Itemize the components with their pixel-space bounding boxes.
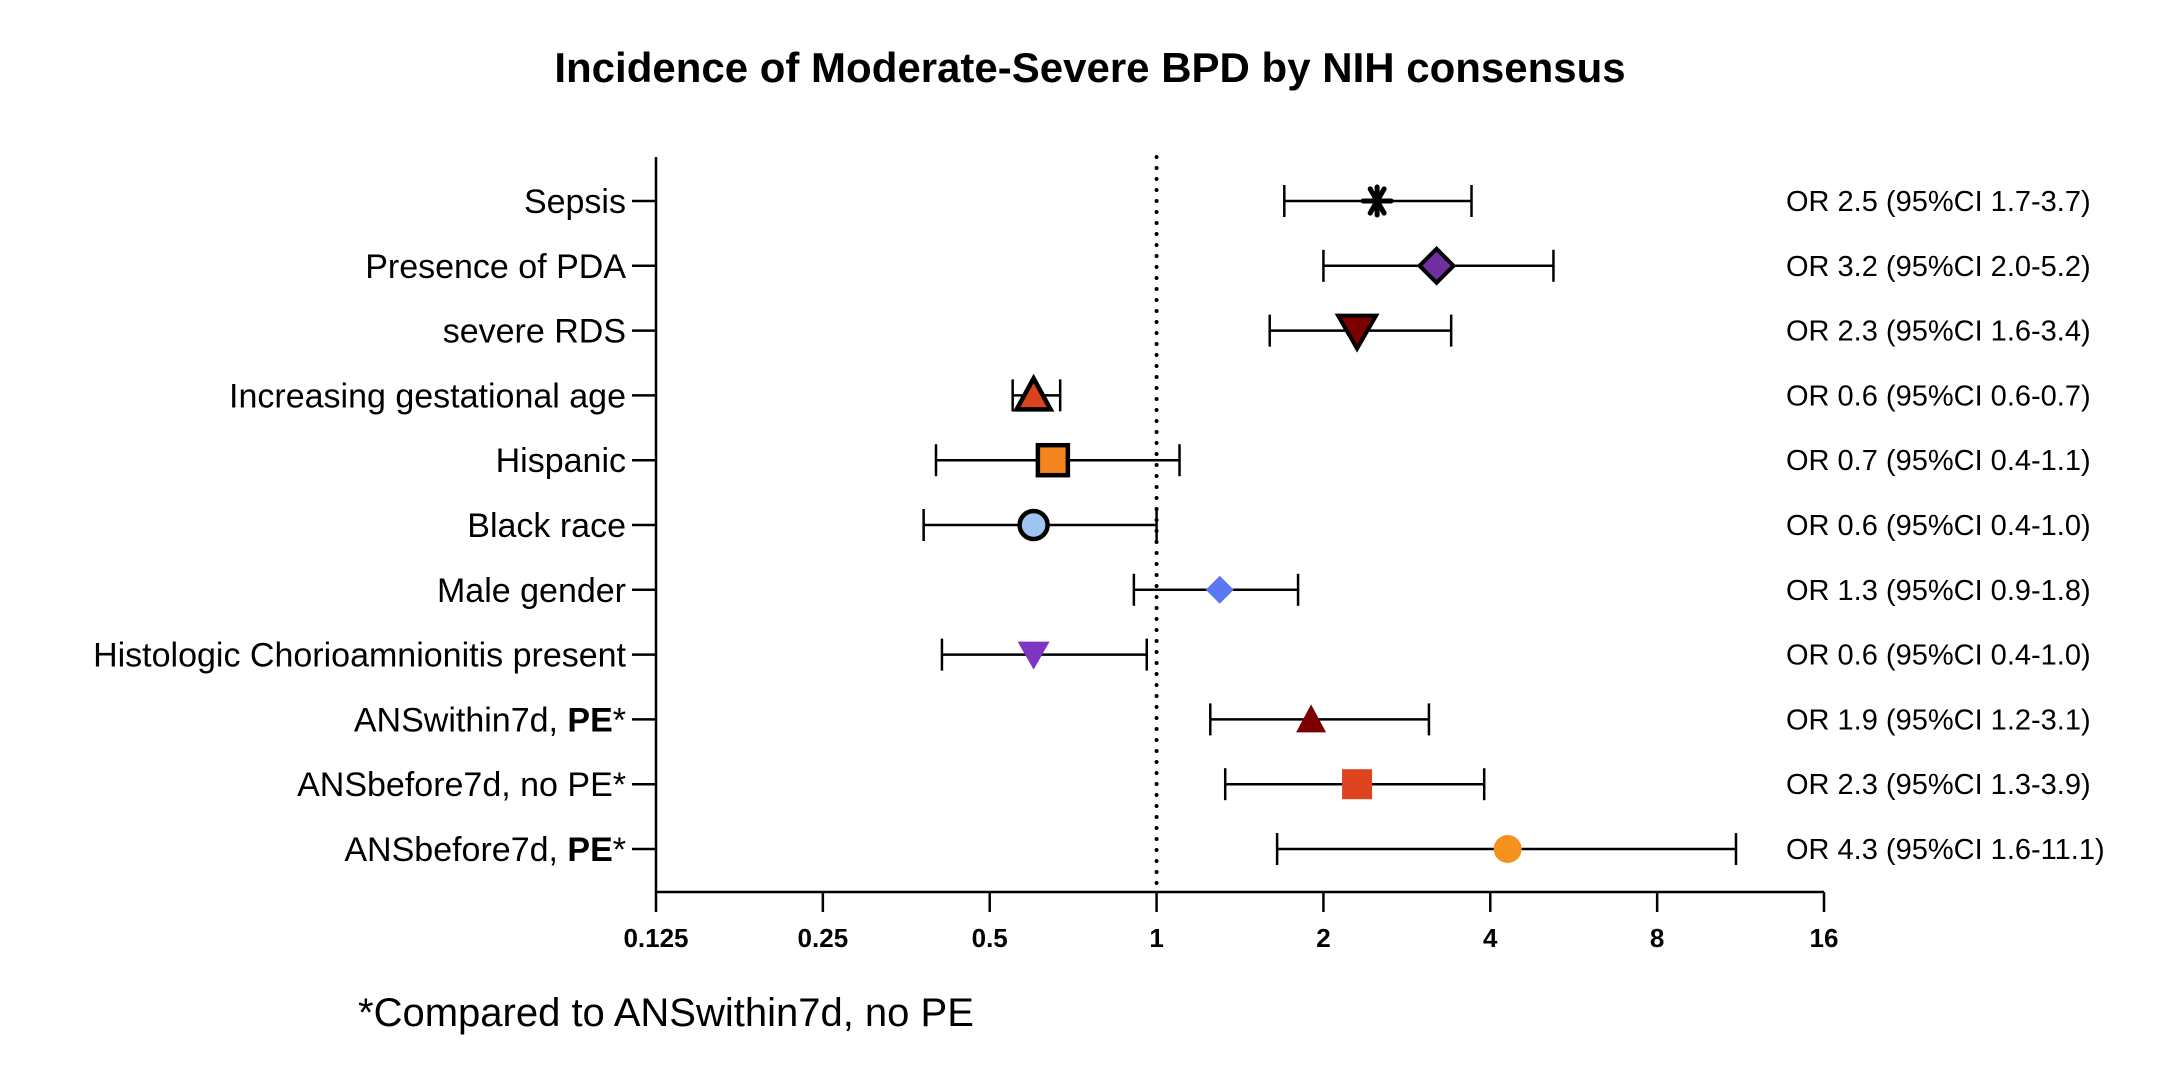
or-annotation-4: OR 0.7 (95%CI 0.4-1.1) [1786, 445, 2091, 477]
or-annotation-9: OR 2.3 (95%CI 1.3-3.9) [1786, 769, 2091, 801]
row-label-3: Increasing gestational age [229, 377, 626, 415]
x-tick-label: 0.125 [623, 923, 688, 953]
row-label-10: ANSbefore7d, PE* [344, 831, 626, 869]
row-label-4: Hispanic [496, 442, 626, 480]
row-label-part: Histologic Chorioamnionitis present [93, 637, 626, 675]
row-label-2: severe RDS [443, 313, 626, 351]
or-annotation-2: OR 2.3 (95%CI 1.6-3.4) [1786, 316, 2091, 348]
row-label-part: PE [567, 701, 612, 739]
chart-title: Incidence of Moderate-Severe BPD by NIH … [554, 44, 1625, 91]
marker-circle [1017, 508, 1050, 542]
row-label-6: Male gender [437, 572, 626, 610]
row-label-part: Increasing gestational age [229, 377, 626, 415]
row-label-part: Black race [467, 507, 626, 545]
x-tick-label: 0.25 [798, 923, 849, 953]
x-tick-label: 8 [1650, 923, 1664, 953]
plot-area: 0.125 0.25 0.5 1 2 4 8 16 Sepsis OR 2.5 (95%CI 1.… [93, 155, 2105, 953]
or-annotation-6: OR 1.3 (95%CI 0.9-1.8) [1786, 575, 2091, 607]
or-annotation-1: OR 3.2 (95%CI 2.0-5.2) [1786, 251, 2091, 283]
row-label-part: PE [567, 831, 612, 869]
marker-triangle-up [1296, 704, 1327, 733]
marker-triangle-down [1017, 641, 1050, 670]
row-label-8: ANSwithin7d, PE* [354, 701, 626, 739]
x-tick-label: 4 [1483, 923, 1498, 953]
row-label-1: Presence of PDA [365, 248, 626, 286]
row-label-part: Presence of PDA [365, 248, 626, 286]
row-label-part: Hispanic [496, 442, 626, 480]
marker-square [1035, 442, 1071, 478]
row-label-part: severe RDS [443, 313, 626, 351]
or-annotation-0: OR 2.5 (95%CI 1.7-3.7) [1786, 186, 2091, 218]
row-label-part: ANSwithin7d, [354, 701, 568, 739]
or-annotation-10: OR 4.3 (95%CI 1.6-11.1) [1786, 834, 2105, 866]
row-label-part: Male gender [437, 572, 626, 610]
marker-triangle-down [1334, 313, 1380, 353]
row-label-7: Histologic Chorioamnionitis present [93, 637, 626, 675]
marker-asterisk [1360, 184, 1394, 218]
row-label-part: ANSbefore7d, no PE* [297, 766, 626, 804]
marker-triangle-up [1012, 373, 1055, 412]
marker-diamond [1205, 575, 1234, 604]
x-tick-label: 2 [1316, 923, 1330, 953]
marker-circle [1493, 835, 1522, 863]
row-label-5: Black race [467, 507, 626, 545]
x-tick-label: 1 [1149, 923, 1163, 953]
x-tick-label: 16 [1810, 923, 1839, 953]
marker-square [1342, 769, 1373, 800]
or-annotation-7: OR 0.6 (95%CI 0.4-1.0) [1786, 640, 2091, 672]
row-label-part: * [613, 701, 626, 739]
or-annotation-3: OR 0.6 (95%CI 0.6-0.7) [1786, 380, 2091, 412]
or-annotation-5: OR 0.6 (95%CI 0.4-1.0) [1786, 510, 2091, 542]
row-label-part: * [613, 831, 626, 869]
row-label-part: Sepsis [524, 183, 626, 221]
or-annotation-8: OR 1.9 (95%CI 1.2-3.1) [1786, 704, 2091, 736]
marker-diamond [1416, 245, 1457, 286]
row-label-0: Sepsis [524, 183, 626, 221]
row-label-9: ANSbefore7d, no PE* [297, 766, 626, 804]
footnote: *Compared to ANSwithin7d, no PE [358, 991, 974, 1035]
row-label-part: ANSbefore7d, [344, 831, 567, 869]
x-tick-label: 0.5 [972, 923, 1008, 953]
